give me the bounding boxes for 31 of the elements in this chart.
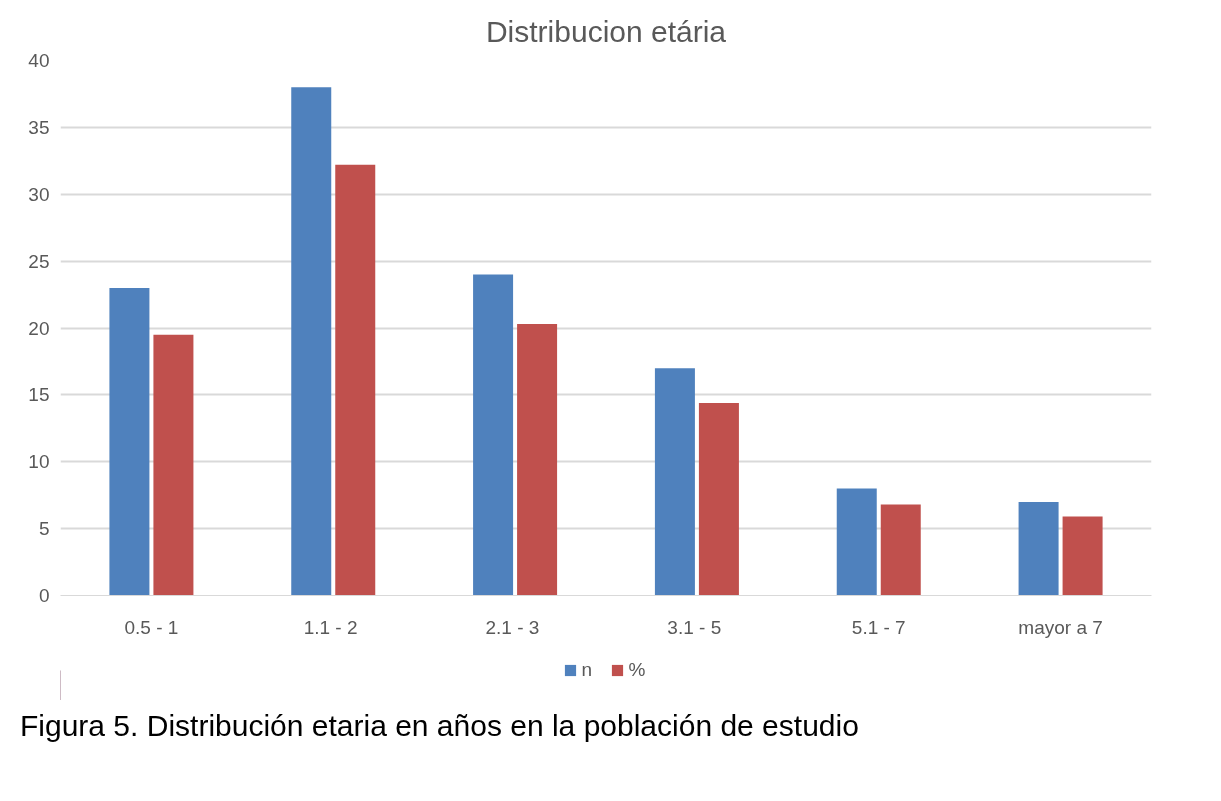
y-tick-label: 0 (38, 585, 50, 606)
text: Figura 5. Distribución etaria en años en la población de estudio (20, 708, 859, 744)
legend-label: n (581, 659, 594, 681)
bar (153, 334, 194, 596)
y-tick-label: 15 (28, 384, 50, 406)
y-tick-label: 30 (28, 183, 50, 205)
x-tick-label: 0.5 - 1 (124, 616, 179, 638)
legend-label: % (628, 659, 647, 681)
x-tick-label: 1.1 - 2 (303, 616, 358, 638)
bar (836, 488, 877, 596)
bar (880, 504, 921, 596)
y-tick-label: 35 (28, 116, 50, 138)
bar (698, 402, 739, 596)
x-tick-label: 5.1 - 7 (851, 616, 906, 638)
y-tick-label: 20 (28, 317, 50, 339)
bar (654, 368, 695, 596)
y-tick-label: 10 (28, 451, 50, 473)
bar (1018, 501, 1059, 596)
bar (291, 87, 332, 596)
bar (473, 274, 514, 596)
bar (1062, 516, 1103, 596)
y-tick-label: 5 (38, 518, 50, 540)
chart-title: Distribucion etária (485, 15, 727, 48)
bar (335, 164, 376, 596)
x-tick-label: 2.1 - 3 (485, 616, 540, 638)
x-tick-label: 3.1 - 5 (667, 616, 722, 638)
y-tick-label: 40 (28, 50, 50, 71)
x-tick-label: mayor a 7 (1018, 616, 1103, 638)
y-tick-label: 25 (28, 250, 50, 272)
bar (109, 287, 150, 596)
bar (517, 323, 558, 596)
